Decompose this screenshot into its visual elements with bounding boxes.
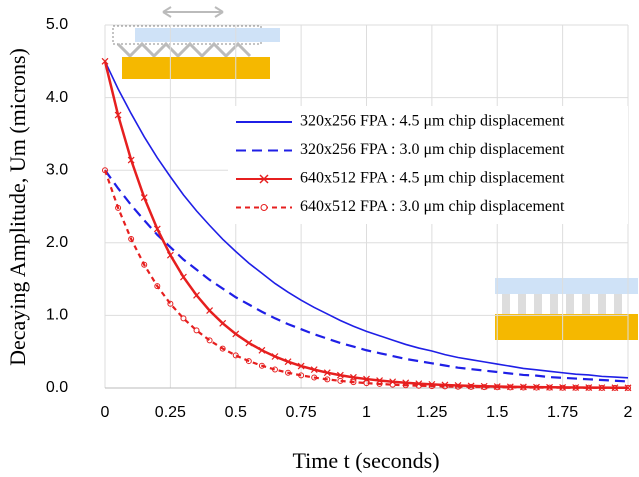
marker-circle (324, 376, 331, 383)
marker-circle (625, 384, 631, 391)
legend: 320x256 FPA : 4.5 μm chip displacement 32… (228, 106, 628, 224)
marker-circle (298, 372, 305, 379)
marker-circle (598, 384, 605, 391)
marker-circle (481, 384, 488, 391)
marker-circle (441, 383, 448, 390)
marker-circle (455, 383, 462, 390)
marker-circle (193, 327, 200, 334)
series (102, 167, 631, 391)
marker-circle (428, 383, 435, 390)
marker-circle (167, 300, 174, 307)
y-tick-label: 4.0 (46, 89, 68, 106)
marker-x (127, 156, 135, 164)
marker-x (284, 358, 292, 366)
legend-marker (259, 174, 269, 184)
x-tick-label: 1.5 (486, 404, 508, 421)
series-line (103, 169, 628, 389)
marker-circle (245, 358, 252, 365)
marker-x (245, 339, 253, 347)
marker-circle (128, 236, 135, 243)
y-tick-label: 2.0 (46, 234, 68, 251)
x-axis-label: Time t (seconds) (292, 448, 439, 473)
marker-circle (285, 369, 292, 376)
marker-circle (350, 379, 357, 386)
legend-box (228, 106, 628, 224)
marker-circle (363, 380, 370, 387)
legend-marker (260, 204, 268, 211)
marker-circle (337, 377, 344, 384)
marker-circle (494, 384, 501, 391)
marker-circle (311, 374, 318, 381)
marker-circle (219, 345, 226, 352)
x-tick-label: 0.5 (225, 404, 247, 421)
marker-circle (559, 384, 566, 391)
x-tick-label: 0 (101, 404, 110, 421)
marker-circle (102, 167, 108, 174)
marker-x (336, 371, 344, 379)
marker-circle (141, 261, 148, 268)
marker-circle (115, 204, 122, 211)
marker-x (153, 225, 161, 233)
marker-circle (611, 384, 618, 391)
marker-x (206, 307, 214, 315)
marker-circle (232, 352, 239, 359)
marker-x (271, 353, 279, 360)
marker-circle (507, 384, 514, 391)
marker-x (114, 111, 122, 119)
marker-x (258, 346, 266, 354)
marker-circle (389, 381, 396, 388)
y-tick-label: 5.0 (46, 16, 68, 33)
marker-circle (402, 382, 409, 389)
chip-icon-top (112, 6, 280, 79)
marker-circle (154, 283, 161, 290)
y-tick-label: 1.0 (46, 307, 68, 324)
x-tick-label: 1.25 (416, 404, 447, 421)
marker-circle (520, 384, 527, 391)
legend-label: 320x256 FPA : 4.5 μm chip displacement (300, 113, 565, 130)
x-tick-label: 1.75 (547, 404, 578, 421)
y-axis-label: Decaying Amplitude, Um (microns) (5, 48, 30, 366)
marker-x (310, 366, 318, 374)
marker-circle (206, 337, 213, 344)
marker-x (140, 194, 148, 201)
legend-label: 640x512 FPA : 4.5 μm chip displacement (300, 170, 565, 187)
x-tick-label: 2 (624, 404, 633, 421)
marker-x (193, 291, 200, 299)
marker-x (232, 330, 240, 338)
marker-x (101, 57, 109, 65)
marker-x (219, 319, 227, 327)
marker-x (350, 373, 357, 381)
chip-icon-bottom (495, 278, 638, 340)
marker-circle (180, 315, 187, 322)
marker-circle (533, 384, 540, 391)
marker-circle (585, 384, 592, 391)
x-tick-label: 0.75 (286, 404, 317, 421)
legend-label: 640x512 FPA : 3.0 μm chip displacement (300, 198, 565, 215)
series-line (104, 60, 629, 379)
series (104, 169, 629, 383)
series-line (104, 169, 629, 383)
marker-x (297, 362, 305, 370)
marker-circle (468, 383, 475, 390)
series (104, 60, 629, 379)
legend-label: 320x256 FPA : 3.0 μm chip displacement (300, 141, 565, 158)
marker-x (180, 273, 187, 281)
x-tick-label: 1 (362, 404, 371, 421)
marker-circle (271, 366, 278, 373)
marker-circle (572, 384, 579, 391)
marker-x (166, 251, 174, 259)
marker-circle (376, 380, 383, 387)
marker-x (323, 369, 331, 377)
y-tick-label: 0.0 (46, 379, 68, 396)
marker-circle (415, 382, 422, 389)
marker-circle (546, 384, 553, 391)
x-tick-label: 0.25 (155, 404, 186, 421)
y-tick-label: 3.0 (46, 161, 68, 178)
marker-circle (258, 362, 265, 369)
